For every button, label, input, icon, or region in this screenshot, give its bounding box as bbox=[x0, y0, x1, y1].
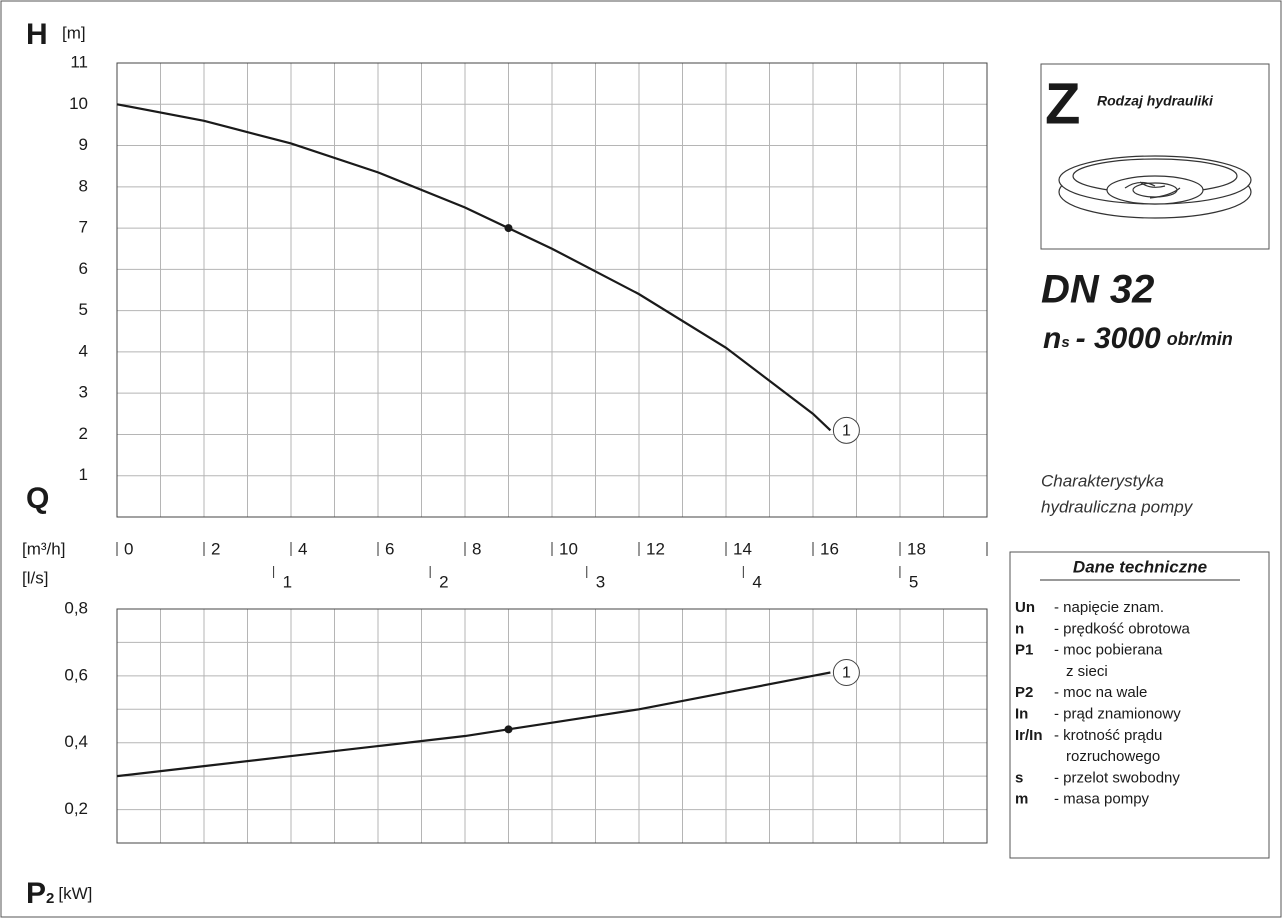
speed-unit: obr/min bbox=[1167, 329, 1233, 349]
x2-unit: [l/s] bbox=[22, 568, 48, 587]
curve-label: 1 bbox=[842, 423, 851, 440]
x-tick-label: 8 bbox=[472, 539, 481, 558]
impeller bbox=[1059, 156, 1251, 218]
x-tick-label: 12 bbox=[646, 539, 665, 558]
row-desc: - moc pobierana bbox=[1054, 642, 1163, 659]
row-desc: - moc na wale bbox=[1054, 684, 1147, 701]
pump-size: DN 32 bbox=[1041, 268, 1154, 312]
table-title: Dane techniczne bbox=[1073, 557, 1207, 576]
x-tick-label: 14 bbox=[733, 539, 752, 558]
row-key: Ir/In bbox=[1015, 727, 1043, 744]
y-tick-label: 0,6 bbox=[64, 665, 88, 684]
x2-tick-label: 3 bbox=[596, 572, 605, 591]
caption: Charakterystyka bbox=[1041, 471, 1164, 490]
y-tick-label: 2 bbox=[79, 424, 88, 443]
row-key: m bbox=[1015, 791, 1028, 808]
row-desc: - przelot swobodny bbox=[1054, 769, 1180, 786]
row-desc: z sieci bbox=[1066, 663, 1108, 680]
row-desc: - prędkość obrotowa bbox=[1054, 620, 1191, 637]
y-tick-label: 0,2 bbox=[64, 799, 88, 818]
row-key: Un bbox=[1015, 599, 1035, 616]
curve bbox=[117, 673, 830, 777]
x2-tick-label: 4 bbox=[752, 572, 761, 591]
y-tick-label: 0,4 bbox=[64, 732, 88, 751]
y-tick-label: 6 bbox=[79, 259, 88, 278]
y-symbol: P bbox=[26, 877, 46, 910]
caption: hydrauliczna pompy bbox=[1041, 497, 1194, 516]
y-tick-label: 9 bbox=[79, 135, 88, 154]
y-tick-label: 0,8 bbox=[64, 598, 88, 617]
datasheet: H [m] Q [m³/h] [l/s] P2[kW] Z Rodzaj hyd… bbox=[0, 0, 1282, 918]
row-key: P1 bbox=[1015, 642, 1033, 659]
y-unit: [m] bbox=[62, 23, 86, 42]
y-tick-label: 8 bbox=[79, 176, 88, 195]
x-tick-label: 16 bbox=[820, 539, 839, 558]
x-tick-label: 10 bbox=[559, 539, 578, 558]
x2-tick-label: 5 bbox=[909, 572, 918, 591]
speed-symbol: n bbox=[1043, 322, 1061, 355]
speed: ns - 3000 obr/min bbox=[1043, 322, 1233, 355]
speed-value: - 3000 bbox=[1076, 322, 1161, 355]
x-tick-label: 0 bbox=[124, 539, 133, 558]
row-desc: - masa pompy bbox=[1054, 791, 1150, 808]
row-desc: - krotność prądu bbox=[1054, 727, 1162, 744]
row-desc: - napięcie znam. bbox=[1054, 599, 1164, 616]
x2-tick-label: 1 bbox=[283, 572, 292, 591]
y-label: P2[kW] bbox=[26, 877, 92, 910]
x-unit: [m³/h] bbox=[22, 539, 65, 558]
x-symbol: Q bbox=[26, 482, 49, 515]
y-tick-label: 1 bbox=[79, 465, 88, 484]
y-tick-label: 3 bbox=[79, 383, 88, 402]
y-tick-label: 7 bbox=[79, 218, 88, 237]
hydraulics-label: Rodzaj hydrauliki bbox=[1097, 93, 1214, 109]
x-tick-label: 4 bbox=[298, 539, 307, 558]
row-desc: - prąd znamionowy bbox=[1054, 705, 1181, 722]
x2-tick-label: 2 bbox=[439, 572, 448, 591]
row-key: s bbox=[1015, 769, 1023, 786]
y-symbol: H bbox=[26, 18, 48, 51]
row-key: n bbox=[1015, 620, 1024, 637]
y-tick-label: 5 bbox=[79, 300, 88, 319]
speed-subscript: s bbox=[1061, 334, 1069, 351]
curve-label: 1 bbox=[842, 665, 851, 682]
operating-point bbox=[505, 224, 513, 232]
x-tick-label: 6 bbox=[385, 539, 394, 558]
x-tick-label: 2 bbox=[211, 539, 220, 558]
curve bbox=[117, 104, 830, 430]
row-key: P2 bbox=[1015, 684, 1033, 701]
operating-point bbox=[505, 725, 513, 733]
y-tick-label: 11 bbox=[70, 52, 88, 71]
hydraulics-letter: Z bbox=[1045, 71, 1080, 136]
row-key: In bbox=[1015, 705, 1028, 722]
x-tick-label: 18 bbox=[907, 539, 926, 558]
y-tick-label: 4 bbox=[79, 341, 88, 360]
y-unit: [kW] bbox=[58, 884, 92, 903]
y-subscript: 2 bbox=[46, 890, 54, 907]
y-tick-label: 10 bbox=[69, 94, 88, 113]
row-desc: rozruchowego bbox=[1066, 748, 1160, 765]
